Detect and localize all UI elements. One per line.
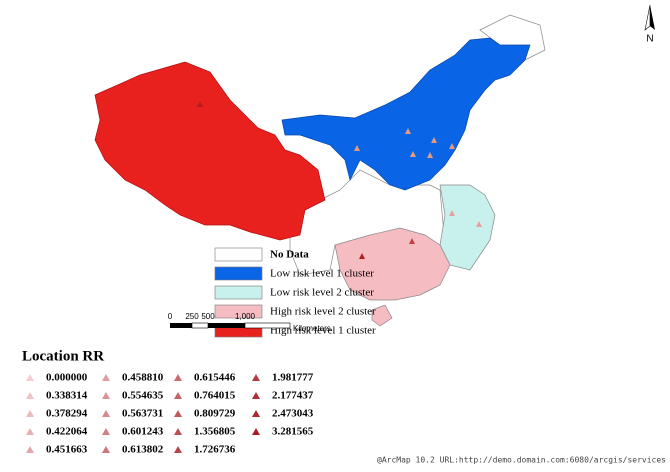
rr-value: 1.981777 <box>272 372 314 384</box>
rr-symbol <box>26 374 34 381</box>
rr-symbol <box>174 428 182 435</box>
map-point <box>354 145 360 151</box>
scale-tick-label: 500 <box>201 312 215 321</box>
rr-value: 0.809729 <box>194 408 236 420</box>
scale-unit: Kilometers <box>293 324 331 333</box>
rr-symbol <box>174 392 182 399</box>
rr-value: 0.563731 <box>122 408 163 420</box>
rr-value: 2.177437 <box>272 390 314 402</box>
legend: No Data Low risk level 1 cluster Low risk … <box>214 247 376 338</box>
scale-segment <box>244 322 291 329</box>
scale-bar: Kilometers 0 250 500 1,000 <box>168 312 331 333</box>
map-point <box>409 238 415 244</box>
north-label: N <box>646 34 653 45</box>
rr-legend-title: Location RR <box>22 348 104 364</box>
map-point <box>427 152 433 158</box>
rr-value: 0.554635 <box>122 390 164 402</box>
legend-swatch <box>214 247 263 262</box>
low-risk-1-region <box>281 37 531 191</box>
legend-label: Low risk level 1 cluster <box>270 268 374 280</box>
rr-value: 1.356805 <box>194 426 236 438</box>
legend-swatch <box>214 304 263 319</box>
high-risk-2-region <box>334 227 451 301</box>
scale-tick-label: 0 <box>168 312 173 321</box>
low-risk-2-region <box>439 184 496 271</box>
high-risk-2-region <box>371 304 393 327</box>
map-point <box>405 128 411 134</box>
rr-symbol <box>102 410 110 417</box>
rr-symbol <box>26 428 34 435</box>
legend-label: Low risk level 2 cluster <box>270 287 374 299</box>
scale-tick-label: 1,000 <box>235 312 256 321</box>
rr-symbol <box>174 374 182 381</box>
rr-symbol <box>252 410 260 417</box>
rr-value: 0.000000 <box>46 372 88 384</box>
rr-symbol <box>26 446 34 453</box>
scale-segment <box>208 323 245 328</box>
rr-symbol <box>174 410 182 417</box>
rr-symbol <box>26 410 34 417</box>
rr-value: 0.615446 <box>194 372 236 384</box>
map-point <box>197 101 203 107</box>
rr-value: 0.764015 <box>194 390 236 402</box>
rr-value: 1.726736 <box>194 444 236 456</box>
map-point <box>431 137 437 143</box>
rr-symbol <box>102 374 110 381</box>
map <box>94 14 546 327</box>
rr-symbol <box>252 428 260 435</box>
rr-value: 0.451663 <box>46 444 88 456</box>
scale-tick-label: 250 <box>185 312 199 321</box>
map-point <box>449 210 455 216</box>
no-data-region <box>289 169 446 276</box>
rr-value: 0.378294 <box>46 408 88 420</box>
high-risk-1-region <box>94 61 326 241</box>
rr-symbol <box>252 392 260 399</box>
rr-legend: 0.000000 0.338314 0.378294 0.422064 0.451663… <box>26 372 314 456</box>
legend-swatch <box>214 285 263 300</box>
rr-symbol <box>102 446 110 453</box>
legend-swatch <box>214 266 263 281</box>
rr-value: 0.601243 <box>122 426 164 438</box>
scale-segment <box>170 323 192 328</box>
legend-label: High risk level 1 cluster <box>270 325 376 337</box>
map-point <box>359 253 365 259</box>
rr-value: 2.473043 <box>272 408 314 420</box>
rr-symbol <box>252 374 260 381</box>
north-arrow: N <box>644 4 655 45</box>
scale-segment <box>191 322 209 329</box>
map-point <box>449 143 455 149</box>
rr-value: 0.422064 <box>46 426 88 438</box>
rr-value: 0.458810 <box>122 372 164 384</box>
rr-value: 0.338314 <box>46 390 88 402</box>
north-arrow-icon <box>650 5 655 30</box>
legend-label: High risk level 2 cluster <box>270 306 376 318</box>
map-point <box>476 221 482 227</box>
rr-value: 0.613802 <box>122 444 164 456</box>
legend-label: No Data <box>270 249 309 261</box>
rr-value: 3.281565 <box>272 426 314 438</box>
rr-symbol <box>102 428 110 435</box>
rr-symbol <box>174 446 182 453</box>
footer: @ArcMap 10.2 URL:http://demo.domain.com:… <box>377 456 666 465</box>
north-arrow-icon <box>644 4 651 31</box>
map-point <box>410 151 416 157</box>
map-points <box>197 101 482 259</box>
rr-symbol <box>102 392 110 399</box>
rr-symbol <box>26 392 34 399</box>
